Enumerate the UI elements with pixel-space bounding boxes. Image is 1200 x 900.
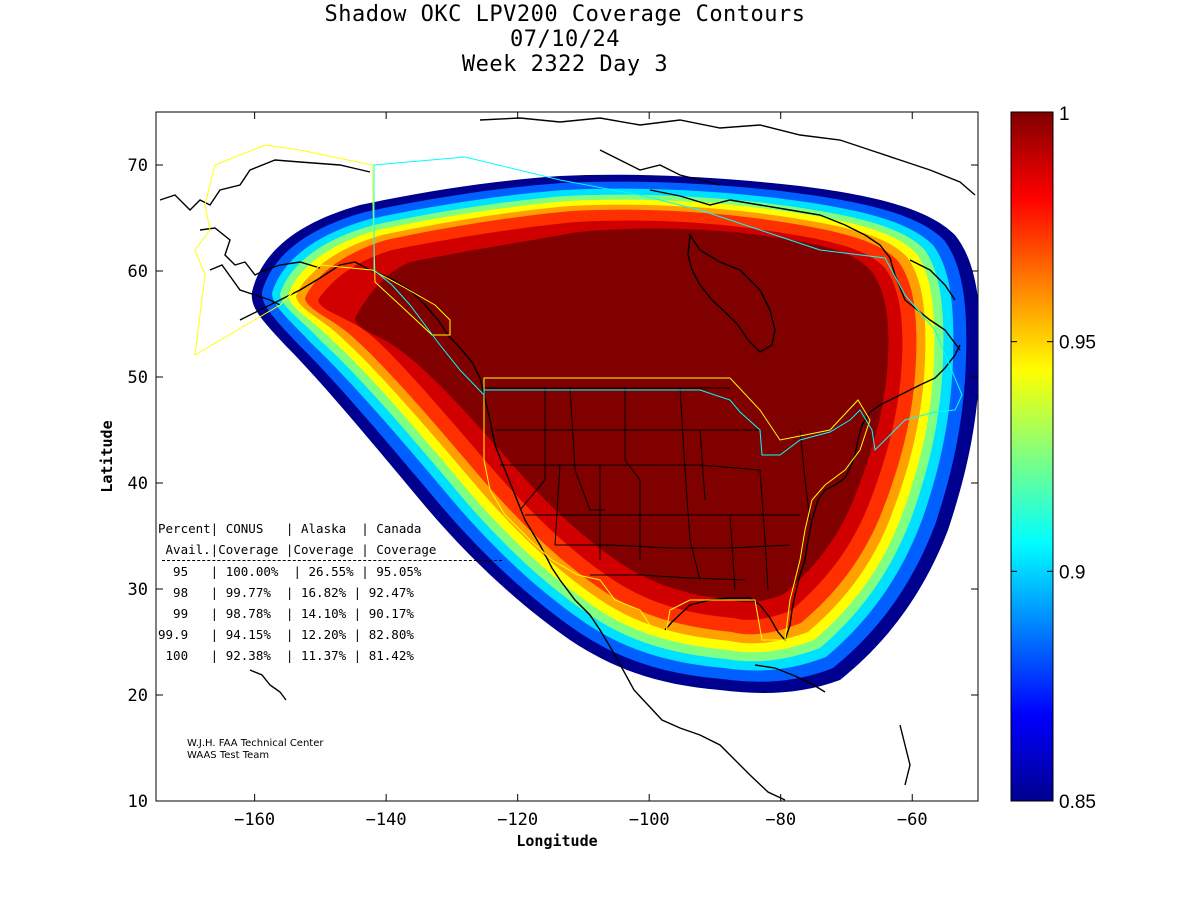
axes: −160 −140 −120 −100 −80 −60 10 20 30 40 50 60 70 Long… bbox=[98, 112, 978, 850]
colorbar-tick-label: 0.9 bbox=[1059, 562, 1085, 583]
stats-row: 99.9 | 94.15% | 12.20% | 82.80% bbox=[158, 627, 414, 642]
colorbar bbox=[1010, 111, 1054, 802]
x-tick-label: −60 bbox=[897, 810, 928, 830]
chart-title: Shadow OKC LPV200 Coverage Contours bbox=[324, 2, 806, 27]
credit-text: W.J.H. FAA Technical Center WAAS Test Te… bbox=[187, 738, 323, 762]
stats-header-2: Avail.|Coverage |Coverage | Coverage bbox=[158, 542, 437, 557]
y-tick-label: 30 bbox=[128, 580, 148, 600]
colorbar-tick-label: 0.85 bbox=[1059, 792, 1096, 813]
y-tick-label: 50 bbox=[128, 368, 148, 388]
colorbar-tick-label: 0.95 bbox=[1059, 333, 1096, 354]
service-boundaries bbox=[194, 144, 963, 641]
colorbar-tick-label: 1 bbox=[1059, 104, 1070, 125]
y-tick-label: 60 bbox=[128, 262, 148, 282]
colorbar-ticks: 1 0.95 0.9 0.85 bbox=[1011, 104, 1096, 813]
x-tick-label: −100 bbox=[629, 810, 670, 830]
y-axis-label: Latitude bbox=[98, 420, 116, 492]
y-tick-label: 20 bbox=[128, 686, 148, 706]
x-tick-label: −160 bbox=[234, 810, 275, 830]
stats-separator bbox=[162, 560, 502, 561]
stats-row: 100 | 92.38% | 11.37% | 81.42% bbox=[158, 648, 414, 663]
stats-row: 99 | 98.78% | 14.10% | 90.17% bbox=[158, 606, 414, 621]
stats-row: 98 | 99.77% | 16.82% | 92.47% bbox=[158, 585, 414, 600]
stats-row: 95 | 100.00% | 26.55% | 95.05% bbox=[158, 564, 422, 579]
x-tick-label: −80 bbox=[765, 810, 796, 830]
x-axis-label: Longitude bbox=[516, 832, 597, 850]
x-tick-label: −140 bbox=[366, 810, 407, 830]
y-tick-label: 10 bbox=[128, 792, 148, 812]
y-tick-label: 70 bbox=[128, 156, 148, 176]
conus-boundary bbox=[483, 377, 871, 641]
y-tick-label: 40 bbox=[128, 474, 148, 494]
stats-header-1: Percent| CONUS | Alaska | Canada bbox=[158, 521, 422, 536]
coverage-stats-table: Percent| CONUS | Alaska | Canada Avail.|… bbox=[158, 518, 502, 666]
political-borders bbox=[484, 387, 811, 591]
chart-date: 07/10/24 bbox=[510, 27, 620, 52]
contour-band-core bbox=[355, 228, 889, 603]
coverage-contours bbox=[159, 117, 978, 801]
x-tick-label: −120 bbox=[497, 810, 538, 830]
credit-line-1: W.J.H. FAA Technical Center bbox=[187, 738, 324, 749]
chart-week-day: Week 2322 Day 3 bbox=[461, 52, 669, 77]
canada-boundary bbox=[373, 156, 963, 456]
stats-rows: 95 | 100.00% | 26.55% | 95.05% 98 | 99.7… bbox=[158, 560, 502, 666]
credit-line-2: WAAS Test Team bbox=[187, 750, 270, 761]
